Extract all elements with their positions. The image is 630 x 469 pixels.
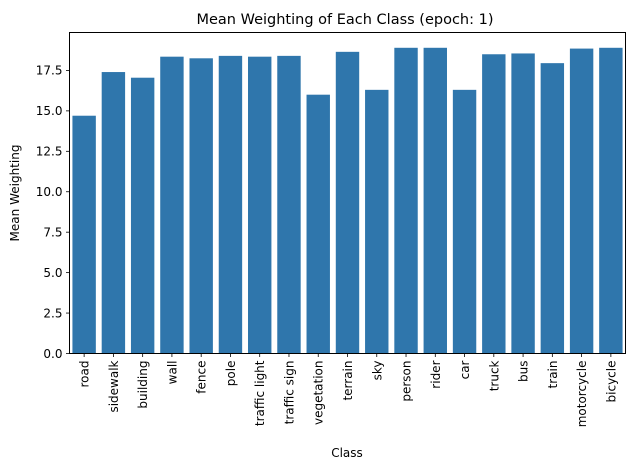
x-tick-label: bus [517, 361, 531, 382]
bar-wall [160, 56, 184, 354]
y-tick-label: 7.5 [43, 225, 62, 239]
x-axis-ticks: road sidewalk building wall fence pole traffic… [78, 353, 618, 428]
bar-sky [365, 89, 389, 354]
x-tick-label: sidewalk [107, 360, 121, 412]
x-tick-label: vegetation [312, 361, 326, 426]
x-tick-label: motorcycle [575, 361, 589, 428]
x-tick-label: person [400, 361, 414, 402]
bars-group [72, 47, 623, 354]
bar-traffic-sign [277, 55, 301, 354]
y-axis-label: Mean Weighting [8, 145, 22, 242]
bar-bicycle [599, 47, 623, 354]
bar-road [72, 115, 96, 354]
x-axis-label: Class [331, 446, 363, 460]
y-tick-label: 2.5 [43, 306, 62, 320]
y-tick-label: 15.0 [36, 104, 63, 118]
x-tick-label: truck [487, 360, 501, 391]
x-tick-label: train [546, 361, 560, 389]
y-axis-ticks: 0.0 2.5 5.0 7.5 10.0 12.5 15.0 17.5 [36, 64, 70, 361]
bar-bus [511, 53, 535, 354]
bar-rider [423, 47, 447, 354]
x-tick-label: terrain [341, 361, 355, 401]
bar-fence [189, 58, 213, 354]
y-tick-label: 12.5 [36, 145, 63, 159]
x-tick-label: wall [165, 361, 179, 385]
x-tick-label: rider [429, 360, 443, 388]
x-tick-label: pole [224, 361, 238, 387]
x-tick-label: bicycle [604, 361, 618, 403]
y-tick-label: 10.0 [36, 185, 63, 199]
bar-person [394, 47, 418, 354]
plot-frame [69, 32, 626, 354]
bar-car [452, 89, 477, 354]
bar-train [540, 63, 565, 354]
x-tick-label: building [136, 361, 150, 409]
y-tick-label: 5.0 [43, 266, 62, 280]
x-tick-label: car [458, 360, 472, 379]
x-tick-label: traffic sign [282, 361, 296, 425]
chart-title: Mean Weighting of Each Class (epoch: 1) [196, 12, 493, 28]
x-tick-label: traffic light [253, 360, 267, 426]
bar-sidewalk [101, 72, 126, 354]
x-tick-label: fence [195, 361, 209, 394]
bar-terrain [335, 51, 360, 354]
bar-pole [218, 55, 243, 354]
bar-building [130, 77, 155, 354]
y-tick-label: 0.0 [43, 347, 62, 361]
x-tick-label: sky [370, 361, 384, 381]
bar-motorcycle [569, 48, 594, 354]
bar-traffic-light [248, 56, 272, 354]
bar-truck [482, 54, 506, 354]
bar-vegetation [306, 94, 330, 354]
x-tick-label: road [78, 361, 92, 388]
y-tick-label: 17.5 [36, 64, 63, 78]
